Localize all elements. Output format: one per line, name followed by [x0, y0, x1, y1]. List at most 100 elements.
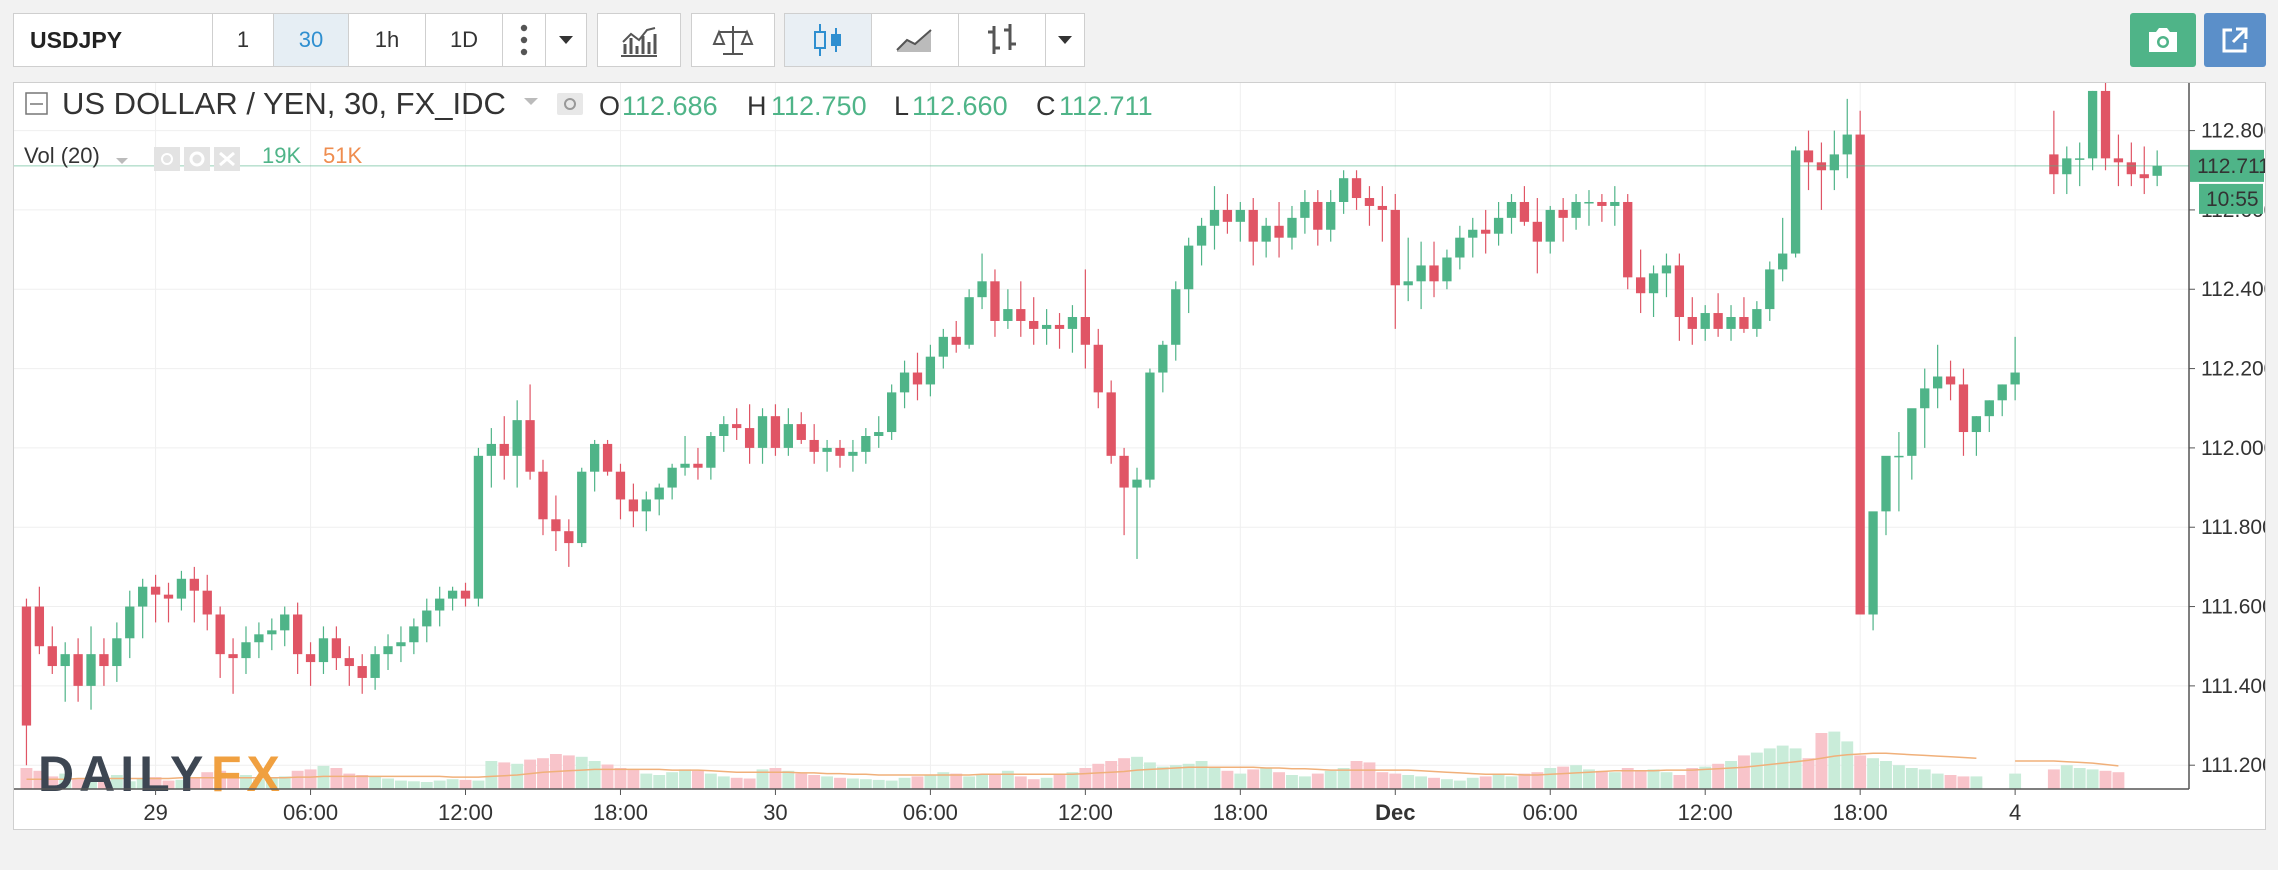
volume-settings-gear-icon[interactable]	[184, 147, 210, 171]
volume-bar	[769, 768, 782, 789]
volume-bar	[1699, 766, 1712, 789]
candle-body	[848, 451, 858, 456]
volume-bar	[123, 781, 136, 789]
candle-body	[641, 499, 651, 512]
price-tick-label: 112.000	[2201, 437, 2265, 460]
candle	[163, 582, 174, 623]
candle-body	[1920, 388, 1930, 409]
candle	[1635, 249, 1646, 314]
close-value: 112.711	[1059, 91, 1153, 121]
collapse-legend-icon[interactable]	[25, 92, 48, 115]
interval-dropdown-chevron-icon[interactable]	[545, 13, 587, 67]
candle	[2010, 336, 2020, 401]
volume-bar	[679, 769, 691, 789]
volume-bar	[1053, 775, 1066, 789]
volume-bar	[472, 780, 485, 789]
series-dropdown-icon[interactable]	[524, 98, 538, 105]
candle	[1041, 309, 1052, 345]
candle	[977, 253, 987, 310]
volume-bar	[1260, 768, 1273, 789]
candle-body	[396, 642, 406, 647]
candle	[1945, 360, 1956, 401]
candle	[1765, 261, 1775, 321]
indicators-icon[interactable]	[597, 13, 681, 67]
volume-bar	[369, 776, 382, 789]
candle-body	[1313, 201, 1323, 230]
candle	[1868, 511, 1878, 631]
time-tick-label: 12:00	[1058, 800, 1113, 825]
candles-chart-type-icon[interactable]	[784, 13, 872, 67]
candle-body	[1610, 201, 1620, 206]
volume-bar	[1647, 769, 1660, 789]
volume-bar	[666, 772, 679, 789]
candle	[473, 447, 484, 607]
interval-30-button[interactable]: 30	[273, 13, 349, 67]
volume-indicator-label[interactable]: Vol (20)	[24, 143, 100, 168]
candle	[1984, 400, 1994, 433]
candle	[1932, 344, 1943, 409]
candle	[1235, 201, 1245, 242]
candle-body	[1287, 217, 1297, 238]
volume-bar	[704, 773, 717, 789]
candle-body	[2010, 372, 2020, 385]
candle-body	[1054, 324, 1065, 329]
logo-fx-text: FX	[211, 746, 285, 802]
volume-bar	[240, 775, 252, 789]
volume-bar	[1118, 758, 1131, 789]
volume-bar	[1208, 768, 1221, 789]
interval-1h-button[interactable]: 1h	[348, 13, 426, 67]
snapshot-camera-icon[interactable]	[2130, 13, 2196, 67]
compare-scale-icon[interactable]	[691, 13, 775, 67]
candle	[1364, 186, 1375, 226]
volume-bar	[1776, 745, 1789, 789]
time-axis[interactable]: 29 06:00 12:00 18:00 30 06:00 12:00 18:00 Dec 06:…	[143, 789, 2021, 825]
popout-external-icon[interactable]	[2204, 13, 2266, 67]
volume-bar	[1079, 768, 1092, 789]
candle	[2126, 142, 2136, 187]
candle-body	[990, 281, 1000, 321]
candle	[1700, 305, 1710, 341]
volume-bar	[85, 777, 97, 789]
volume-dropdown-icon[interactable]	[116, 158, 128, 164]
candle-body	[680, 463, 690, 468]
price-axis[interactable]: 111.200 111.400 111.600 111.800 112.000 112.2…	[2189, 120, 2265, 778]
volume-eye-icon[interactable]	[154, 147, 180, 171]
interval-1d-button[interactable]: 1D	[425, 13, 503, 67]
candle	[628, 483, 639, 528]
candle	[512, 400, 522, 488]
visibility-eye-icon[interactable]	[557, 93, 583, 115]
series-title[interactable]: US DOLLAR / YEN, 30, FX_IDC	[62, 86, 506, 121]
candle-body	[1945, 376, 1956, 385]
price-chart[interactable]: US DOLLAR / YEN, 30, FX_IDC O 112.686 H …	[14, 83, 2265, 829]
time-tick-label: 12:00	[1678, 800, 1733, 825]
candle-body	[1416, 265, 1426, 282]
candle	[2087, 90, 2098, 171]
candle	[1338, 170, 1349, 214]
line-chart-type-icon[interactable]	[871, 13, 959, 67]
volume-bar	[1673, 775, 1686, 789]
candle-body	[899, 372, 910, 393]
candle	[1093, 328, 1103, 409]
candle	[1300, 190, 1310, 234]
candle	[1519, 186, 1530, 226]
volume-bar	[1350, 761, 1363, 789]
candle	[21, 598, 32, 766]
candle-body	[473, 455, 484, 599]
volume-bar	[59, 773, 72, 789]
bars-chart-type-icon[interactable]	[958, 13, 1046, 67]
candle-body	[719, 424, 729, 436]
candle-body	[1209, 209, 1220, 226]
chart-type-dropdown-chevron-icon[interactable]	[1045, 13, 1085, 67]
candle	[1274, 201, 1284, 258]
candle	[835, 439, 845, 468]
candle-body	[435, 598, 445, 611]
candle	[551, 495, 561, 552]
interval-1-button[interactable]: 1	[212, 13, 274, 67]
candle-body	[1261, 225, 1271, 242]
candle	[1907, 408, 1917, 480]
volume-bar	[511, 763, 524, 789]
candle	[538, 459, 548, 536]
more-intervals-icon[interactable]	[502, 13, 546, 67]
symbol-input[interactable]: USDJPY	[13, 13, 213, 67]
candle	[744, 404, 755, 464]
